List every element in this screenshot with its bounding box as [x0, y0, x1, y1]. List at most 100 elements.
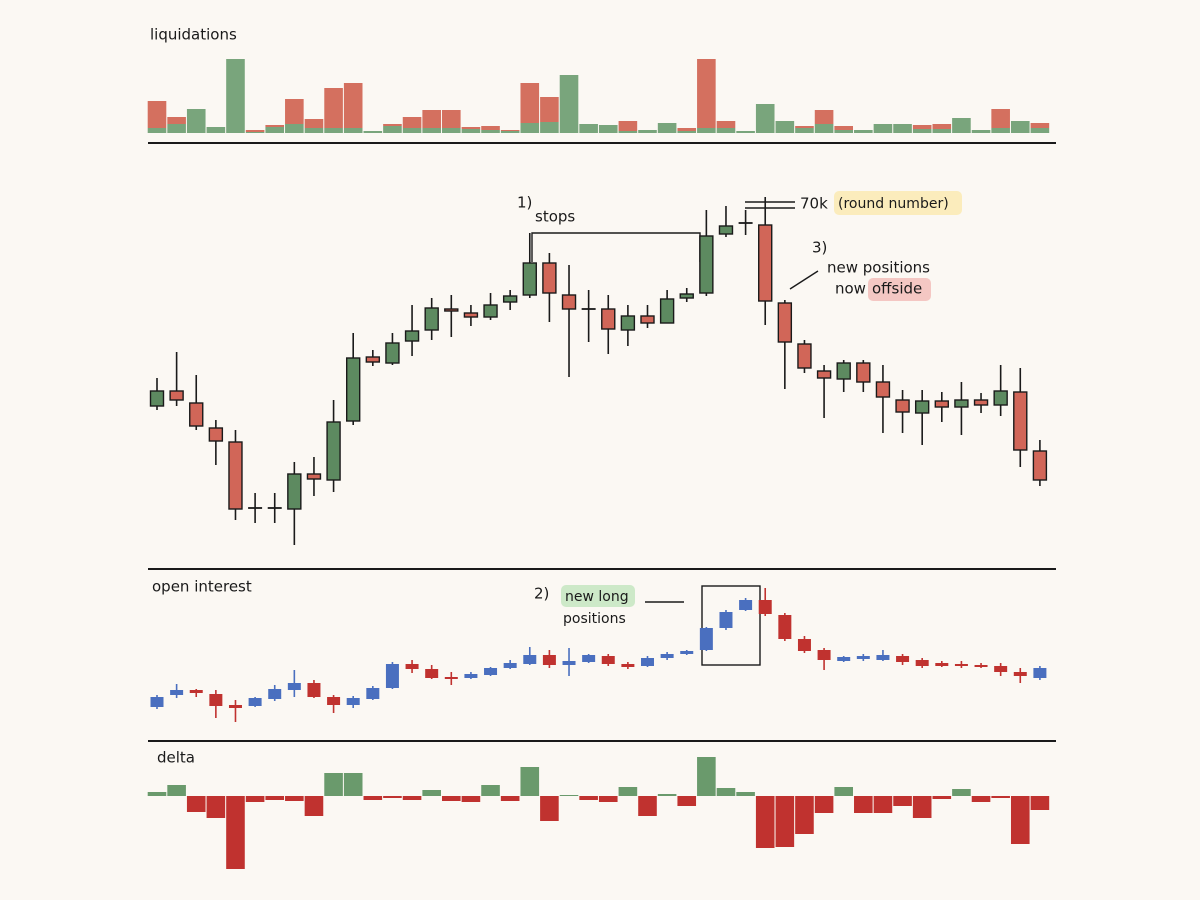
candle-body	[856, 656, 870, 659]
bar	[854, 796, 873, 813]
bar	[971, 796, 991, 802]
candle-body	[699, 235, 714, 294]
bar	[638, 796, 657, 816]
bar	[1010, 796, 1030, 844]
bar-segment	[579, 124, 598, 133]
bar	[442, 796, 461, 801]
candle-body	[327, 697, 341, 705]
bar-segment	[932, 129, 952, 133]
bar-segment	[657, 123, 677, 133]
candle-body	[385, 342, 400, 364]
bar-segment	[912, 129, 932, 133]
candle-body	[306, 473, 322, 480]
bar-segment	[285, 99, 304, 124]
bar-segment	[500, 130, 520, 131]
annotation: 70k	[800, 195, 828, 213]
candle-body	[778, 615, 792, 639]
candle-body	[268, 689, 282, 699]
bar-segment	[167, 117, 186, 124]
annotation: 3)	[812, 239, 827, 257]
candle-body	[562, 661, 576, 665]
bar-segment	[912, 125, 932, 129]
bar-segment	[618, 131, 638, 133]
bar	[873, 796, 893, 813]
bar-segment	[716, 128, 736, 133]
bar	[147, 792, 167, 796]
candle-body	[896, 656, 910, 662]
bar-segment	[167, 124, 186, 133]
bar	[500, 796, 520, 801]
bar	[422, 790, 441, 796]
candle-body	[876, 655, 890, 660]
bar-segment	[226, 59, 245, 133]
bar-segment	[893, 124, 912, 133]
candle-body	[915, 660, 929, 666]
bar-segment	[324, 88, 343, 128]
bar	[697, 757, 716, 796]
bar-segment	[500, 131, 520, 133]
bar	[1030, 796, 1050, 810]
bar	[952, 789, 971, 796]
bar-segment	[206, 127, 226, 133]
annotation: 1)	[517, 194, 532, 212]
bar	[265, 796, 285, 800]
bar	[893, 796, 912, 806]
candle-body	[248, 698, 262, 706]
bar-segment	[814, 124, 834, 133]
bar-segment	[540, 97, 559, 122]
candle-body	[621, 664, 635, 667]
candle-body	[954, 664, 968, 666]
bar-segment	[343, 83, 363, 128]
bar-segment	[245, 130, 265, 132]
candle-body	[503, 663, 517, 668]
bar-segment	[854, 130, 873, 133]
candle-body	[307, 683, 321, 697]
bar-segment	[638, 130, 657, 133]
panel-title: open interest	[152, 578, 252, 596]
bar-segment	[971, 130, 991, 133]
annotation: new long	[565, 589, 629, 605]
bar	[677, 796, 697, 806]
candle-body	[797, 343, 812, 369]
panel-title: delta	[157, 749, 195, 767]
candle-body	[366, 688, 380, 699]
candle-body	[856, 362, 871, 383]
bar-segment	[795, 126, 814, 128]
bar	[167, 785, 186, 796]
bar-segment	[481, 126, 500, 130]
bar	[324, 773, 343, 796]
candle-body	[974, 665, 988, 667]
bar	[461, 796, 481, 802]
candle-body	[836, 362, 851, 380]
highlight	[561, 585, 635, 607]
bar	[540, 796, 559, 821]
candle-body	[1033, 668, 1047, 678]
bar	[814, 796, 834, 813]
candle-body	[522, 262, 537, 296]
bar	[736, 792, 755, 796]
bar-segment	[285, 124, 304, 133]
candle-body	[444, 677, 458, 679]
candle-body	[385, 664, 399, 688]
bar-segment	[1030, 123, 1050, 128]
annotation: stops	[535, 208, 575, 226]
candle-body	[150, 697, 164, 707]
bar-segment	[540, 122, 559, 133]
pointer-line	[789, 270, 819, 290]
candle-body	[463, 312, 479, 318]
bar-segment	[442, 110, 461, 128]
bar	[991, 796, 1010, 798]
bar-segment	[1030, 128, 1050, 133]
bar-segment	[520, 123, 540, 133]
candle-body	[346, 357, 361, 422]
bar	[363, 796, 383, 800]
highlight-box	[701, 585, 761, 666]
candle-body	[582, 655, 596, 662]
candle-body	[973, 399, 989, 406]
candle-body	[993, 390, 1008, 406]
bar-segment	[461, 127, 481, 129]
bar	[716, 788, 736, 796]
bar	[481, 785, 500, 796]
